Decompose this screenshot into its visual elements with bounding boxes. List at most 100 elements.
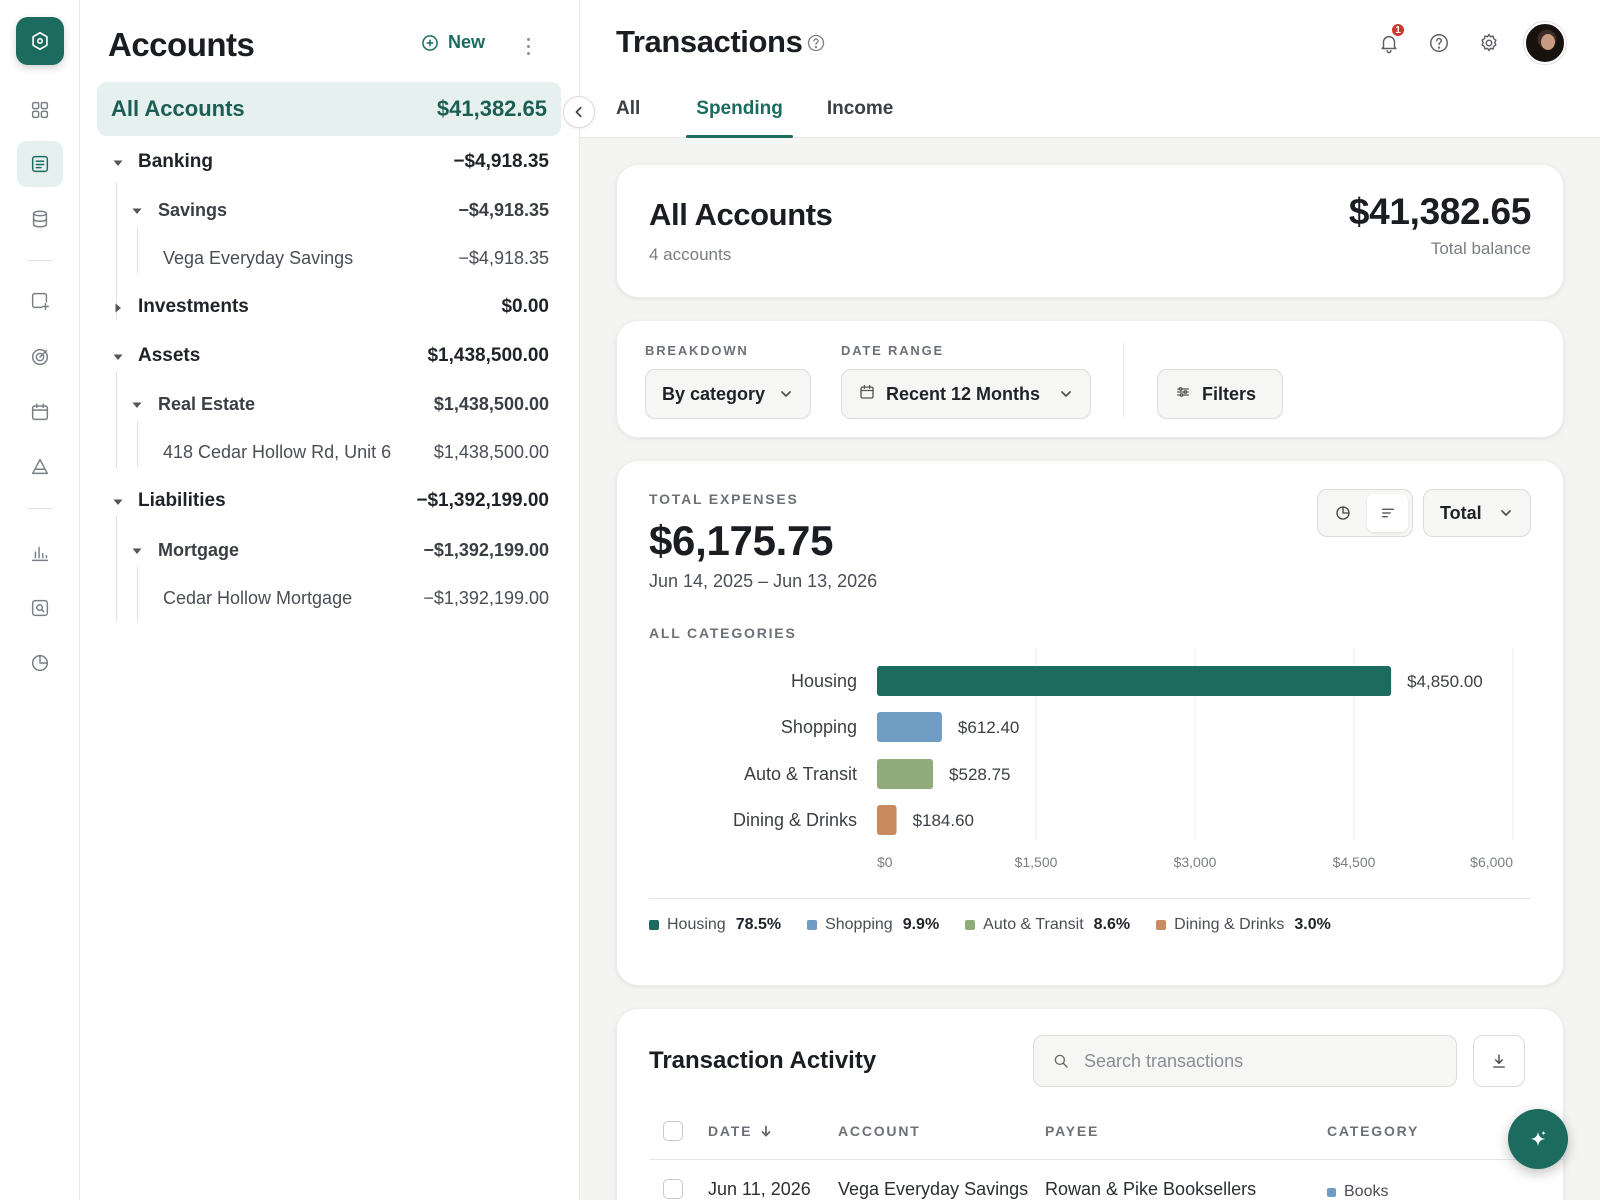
total-expenses-amount: $6,175.75	[649, 517, 834, 564]
row-account: Vega Everyday Savings	[838, 1179, 1029, 1199]
avatar[interactable]	[1524, 22, 1566, 64]
legend-item[interactable]: Dining & Drinks 3.0%	[1156, 916, 1331, 934]
legend-item[interactable]: Auto & Transit 8.6%	[965, 916, 1130, 934]
column-header-payee-label: PAYEE	[1045, 1123, 1100, 1139]
tree-row-cedar-hollow-mortgage[interactable]: Cedar Hollow Mortgage −$1,392,199.00	[80, 578, 580, 618]
tab-spending[interactable]: Spending	[686, 92, 793, 138]
rail-calendar-button[interactable]	[17, 389, 63, 435]
rail-accounts-button[interactable]	[17, 196, 63, 242]
tabs: All Spending Income	[616, 92, 893, 138]
pie-chart-toggle[interactable]	[1322, 494, 1363, 532]
notifications-button[interactable]	[1376, 30, 1402, 56]
bar-chart-toggle[interactable]	[1367, 494, 1408, 532]
tab-income[interactable]: Income	[826, 98, 894, 119]
bar-chart-icon	[31, 546, 49, 562]
all-accounts-amount: $41,382.65	[436, 96, 547, 121]
total-balance-amount: $41,382.65	[1348, 191, 1531, 232]
date-range-value: Recent 12 Months	[886, 383, 1041, 404]
caret-down-icon[interactable]	[131, 544, 143, 556]
caret-down-icon[interactable]	[112, 156, 124, 168]
more-options-icon[interactable]	[518, 34, 538, 58]
gear-icon	[1481, 33, 1497, 52]
tree-row-banking[interactable]: Banking −$4,918.35	[80, 142, 580, 182]
summary-card: All Accounts 4 accounts $41,382.65 Total…	[616, 164, 1564, 298]
rail-review-button[interactable]	[17, 585, 63, 631]
row-date: Jun 11, 2026	[708, 1179, 811, 1199]
horizontal-bars-icon	[1381, 508, 1394, 518]
tree-row-mortgage[interactable]: Mortgage −$1,392,199.00	[80, 530, 580, 570]
rail-goals-button[interactable]	[17, 334, 63, 380]
all-accounts-row[interactable]: All Accounts $41,382.65	[97, 82, 561, 136]
download-button[interactable]	[1473, 1035, 1525, 1087]
legend-name: Housing	[667, 916, 726, 933]
tree-amount: $0.00	[501, 296, 549, 317]
legend-item[interactable]: Housing 78.5%	[649, 916, 781, 934]
plus-circle-icon	[422, 34, 438, 51]
collapse-panel-button[interactable]	[563, 96, 595, 128]
caret-down-icon[interactable]	[131, 204, 143, 216]
chart-legend: Housing 78.5% Shopping 9.9% Auto & Transit 8.…	[649, 916, 1331, 934]
tree-label: Assets	[138, 345, 201, 366]
grid-icon	[31, 101, 49, 119]
select-all-checkbox[interactable]	[663, 1121, 683, 1141]
legend-swatch	[965, 920, 976, 930]
rail-history-button[interactable]	[17, 640, 63, 686]
settings-button[interactable]	[1476, 30, 1502, 56]
chevron-left-icon	[575, 106, 582, 118]
caret-right-icon[interactable]	[112, 301, 124, 313]
rail-transactions-button[interactable]	[17, 141, 63, 187]
caret-down-icon[interactable]	[112, 350, 124, 362]
tree-row-real-estate[interactable]: Real Estate $1,438,500.00	[80, 384, 580, 424]
legend-percent: 3.0%	[1294, 916, 1331, 933]
column-header-payee[interactable]: PAYEE	[1045, 1123, 1099, 1139]
help-button[interactable]	[1426, 30, 1452, 56]
breakdown-select[interactable]: By category	[645, 369, 811, 419]
breakdown-value: By category	[662, 383, 766, 404]
total-balance-label: Total balance	[1430, 239, 1531, 258]
filters-button[interactable]: Filters	[1157, 369, 1283, 419]
tree-row-liabilities[interactable]: Liabilities −$1,392,199.00	[80, 481, 580, 521]
app-logo[interactable]	[16, 17, 64, 65]
shield-hexagon-icon	[32, 31, 48, 51]
rail-dashboard-button[interactable]	[17, 87, 63, 133]
row-checkbox[interactable]	[663, 1179, 683, 1199]
tree-row-savings[interactable]: Savings −$4,918.35	[80, 190, 580, 230]
column-header-date[interactable]: DATE	[708, 1123, 772, 1139]
tree-row-investments[interactable]: Investments $0.00	[80, 287, 580, 327]
pie-clock-icon	[31, 654, 49, 672]
bar-housing[interactable]	[877, 666, 1392, 696]
tab-all[interactable]: All	[616, 98, 641, 119]
legend-percent: 9.9%	[902, 916, 940, 933]
column-header-account[interactable]: ACCOUNT	[838, 1123, 921, 1139]
rail-reports-button[interactable]	[17, 530, 63, 576]
summary-title: All Accounts	[649, 197, 833, 232]
bar-shopping[interactable]	[877, 712, 942, 742]
tree-row-vega-everyday-savings[interactable]: Vega Everyday Savings −$4,918.35	[80, 238, 580, 278]
rail-forecast-button[interactable]	[17, 444, 63, 490]
tree-row-assets[interactable]: Assets $1,438,500.00	[80, 336, 580, 376]
caret-down-icon[interactable]	[131, 398, 143, 410]
bar-auto-transit[interactable]	[877, 759, 934, 789]
x-tick-label: $6,000	[1470, 854, 1513, 870]
column-header-category[interactable]: CATEGORY	[1327, 1123, 1419, 1139]
total-select[interactable]: Total	[1423, 489, 1531, 537]
search-input[interactable]: Search transactions	[1033, 1035, 1457, 1087]
legend-item[interactable]: Shopping 9.9%	[807, 916, 939, 934]
calendar-icon	[31, 403, 49, 421]
new-account-button[interactable]: New	[420, 32, 485, 53]
date-range-select[interactable]: Recent 12 Months	[841, 369, 1091, 419]
date-range-label: DATE RANGE	[841, 343, 944, 358]
help-circle-icon[interactable]	[806, 33, 826, 53]
category-label: Auto & Transit	[744, 764, 857, 784]
column-header-date-label: DATE	[708, 1123, 753, 1139]
rail-add-button[interactable]	[17, 278, 63, 324]
filters-label: Filters	[1202, 383, 1257, 404]
row-category[interactable]: Books	[1327, 1183, 1388, 1200]
ledger-icon	[31, 155, 49, 173]
bar-dining-drinks[interactable]	[877, 805, 897, 835]
tree-row-cedar-hollow-property[interactable]: 418 Cedar Hollow Rd, Unit 6 $1,438,500.0…	[80, 432, 580, 472]
ai-assistant-button[interactable]	[1508, 1109, 1568, 1169]
download-icon	[1493, 1054, 1505, 1068]
chevron-down-icon	[781, 391, 791, 397]
caret-down-icon[interactable]	[112, 495, 124, 507]
